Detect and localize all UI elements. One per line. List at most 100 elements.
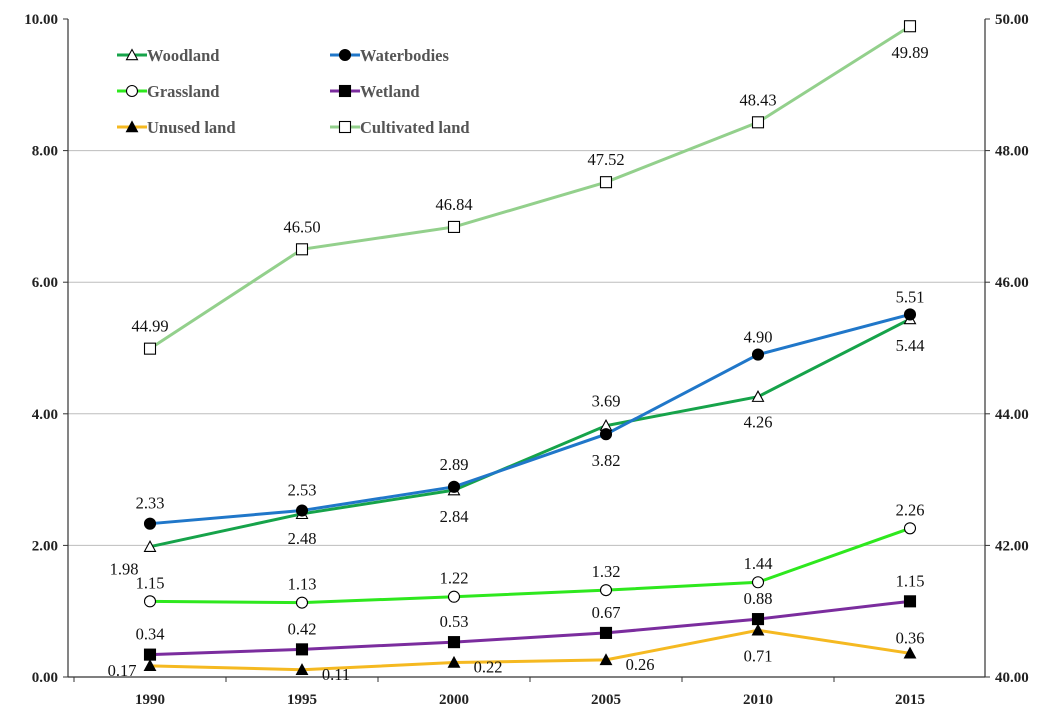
legend-item: Unused land	[117, 118, 236, 137]
point-marker	[447, 590, 461, 603]
point-marker	[903, 522, 917, 535]
x-tick-label: 2015	[895, 692, 925, 708]
data-label: 4.90	[744, 328, 773, 347]
right-tick-label: 42.00	[995, 538, 1029, 554]
left-tick-label: 0.00	[32, 670, 58, 686]
legend-item: Cultivated land	[330, 118, 470, 137]
point-marker	[599, 428, 613, 441]
data-label: 2.26	[896, 500, 925, 519]
data-label: 1.32	[592, 562, 621, 581]
x-tick-label: 2010	[743, 692, 773, 708]
left-tick-label: 4.00	[32, 407, 58, 423]
series-line	[149, 312, 911, 526]
data-label: 47.52	[587, 150, 624, 169]
data-label: 0.26	[626, 655, 655, 674]
x-tick-label: 2005	[591, 692, 621, 708]
right-tick-label: 48.00	[995, 144, 1029, 160]
legend-item: Woodland	[117, 46, 219, 65]
point-marker	[903, 595, 917, 608]
left-tick-label: 2.00	[32, 538, 58, 554]
point-marker	[338, 84, 352, 98]
gridlines	[68, 150, 985, 546]
data-label: 1.13	[288, 575, 317, 594]
data-label: 5.51	[896, 287, 925, 306]
point-marker	[143, 540, 157, 552]
data-label: 2.48	[288, 529, 317, 548]
series-line	[149, 599, 911, 657]
point-marker	[751, 116, 765, 129]
series-line	[149, 628, 911, 672]
left-axis-ticks: 0.00 2.00 4.00 6.00 8.00 10.00	[24, 12, 58, 686]
point-marker	[143, 648, 157, 661]
data-label: 1.44	[744, 554, 773, 573]
data-label: 5.44	[896, 336, 925, 355]
data-label: 0.42	[288, 619, 317, 638]
data-label: 3.82	[592, 451, 621, 470]
x-tick-label: 1990	[135, 692, 165, 708]
data-label: 0.67	[592, 603, 621, 622]
right-tick-label: 44.00	[995, 407, 1029, 423]
data-label: 4.26	[744, 413, 773, 432]
point-marker	[447, 480, 461, 493]
legend-label: Cultivated land	[360, 118, 470, 137]
data-label: 1.15	[136, 573, 165, 592]
legend-item: Grassland	[117, 82, 219, 101]
point-marker	[599, 626, 613, 639]
point-marker	[751, 390, 765, 402]
series-lines	[149, 24, 911, 672]
point-marker	[751, 348, 765, 361]
point-marker	[447, 220, 461, 233]
point-marker	[751, 576, 765, 589]
data-label: 0.11	[322, 665, 350, 684]
point-marker	[125, 84, 139, 98]
point-marker	[338, 48, 352, 62]
data-label: 2.53	[288, 481, 317, 500]
legend-item: Waterbodies	[330, 46, 449, 65]
point-marker	[143, 342, 157, 355]
point-marker	[295, 663, 309, 675]
point-marker	[751, 613, 765, 626]
data-label: 2.33	[136, 494, 165, 513]
point-marker	[599, 176, 613, 189]
data-labels: 1.98 2.48 2.84 3.69 4.26 5.44 2.33 2.53 2.89 3.82…	[108, 43, 929, 684]
point-marker	[295, 643, 309, 656]
point-marker	[295, 596, 309, 609]
legend-label: Woodland	[147, 46, 219, 65]
point-marker	[143, 659, 157, 672]
data-label: 1.15	[896, 571, 925, 590]
point-marker	[903, 646, 917, 659]
x-tick-label: 1995	[287, 692, 317, 708]
right-tick-label: 46.00	[995, 275, 1029, 291]
x-axis-ticks: 1990 1995 2000 2005 2010 2015	[135, 692, 925, 708]
series-markers	[143, 20, 917, 675]
right-axis-ticks: 40.00 42.00 44.00 46.00 48.00 50.00	[995, 12, 1029, 686]
data-label: 49.89	[891, 43, 928, 62]
point-marker	[143, 595, 157, 608]
left-tick-label: 10.00	[24, 12, 58, 28]
legend-item: Wetland	[330, 82, 420, 101]
right-tick-label: 40.00	[995, 670, 1029, 686]
right-tick-label: 50.00	[995, 12, 1029, 28]
data-label: 46.50	[283, 217, 320, 236]
point-marker	[295, 243, 309, 256]
point-marker	[125, 120, 139, 133]
point-marker	[125, 48, 139, 61]
data-label: 44.99	[131, 317, 168, 336]
point-marker	[599, 653, 613, 666]
series-line	[149, 317, 911, 549]
data-label: 0.17	[108, 661, 137, 680]
x-tick-label: 2000	[439, 692, 469, 708]
data-label: 0.34	[136, 625, 165, 644]
left-tick-label: 8.00	[32, 144, 58, 160]
legend-label: Grassland	[147, 82, 219, 101]
data-label: 1.98	[110, 560, 139, 579]
point-marker	[295, 504, 309, 517]
data-label: 46.84	[435, 195, 472, 214]
data-label: 0.36	[896, 628, 925, 647]
data-label: 0.71	[744, 646, 773, 665]
data-label: 1.22	[440, 569, 469, 588]
point-marker	[143, 517, 157, 530]
point-marker	[903, 20, 917, 33]
point-marker	[903, 308, 917, 321]
legend-label: Unused land	[147, 118, 236, 137]
